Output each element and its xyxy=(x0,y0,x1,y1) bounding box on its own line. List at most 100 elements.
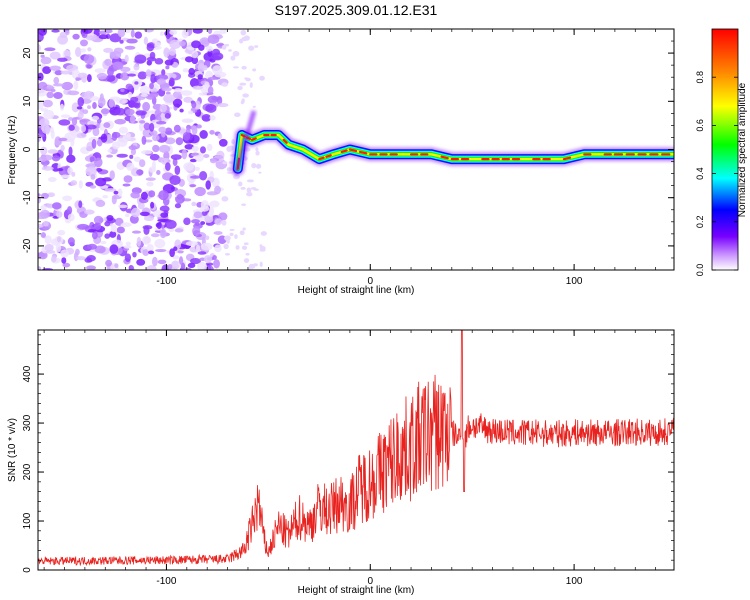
noise-speckle xyxy=(54,136,62,146)
noise-speckle xyxy=(87,258,93,263)
noise-speckle xyxy=(246,187,252,193)
noise-speckle xyxy=(174,88,183,93)
noise-speckle xyxy=(72,33,80,40)
noise-speckle xyxy=(51,255,57,263)
noise-speckle xyxy=(66,154,76,163)
noise-speckle xyxy=(125,241,131,246)
noise-speckle xyxy=(192,226,201,236)
noise-speckle xyxy=(47,149,59,154)
noise-speckle xyxy=(109,170,115,180)
noise-speckle xyxy=(157,218,170,223)
noise-speckle xyxy=(152,256,158,267)
noise-speckle xyxy=(173,124,181,133)
noise-speckle xyxy=(95,177,107,187)
noise-speckle xyxy=(142,249,150,256)
noise-speckle xyxy=(174,203,182,209)
colorbar-label: Normalized spectral amplitude xyxy=(737,82,748,217)
noise-speckle xyxy=(214,218,223,226)
noise-speckle xyxy=(76,256,86,261)
noise-speckle xyxy=(71,171,76,177)
noise-speckle xyxy=(114,107,126,116)
noise-speckle xyxy=(259,75,265,81)
noise-speckle xyxy=(232,66,239,69)
noise-speckle xyxy=(99,93,104,102)
noise-speckle xyxy=(145,69,152,77)
ridge-core xyxy=(562,156,572,161)
noise-speckle xyxy=(152,144,160,153)
noise-speckle xyxy=(197,251,207,255)
noise-speckle xyxy=(191,125,198,135)
noise-speckle xyxy=(57,229,66,236)
noise-speckle xyxy=(38,223,44,228)
noise-speckle xyxy=(49,65,61,71)
spectrogram-y-tick-label: -10 xyxy=(22,190,33,205)
noise-speckle xyxy=(38,197,41,204)
noise-speckle xyxy=(92,101,97,110)
noise-speckle xyxy=(190,175,202,179)
noise-speckle xyxy=(175,137,184,146)
noise-speckle xyxy=(38,29,48,36)
noise-speckle xyxy=(130,29,135,38)
noise-speckle xyxy=(111,131,121,139)
noise-speckle xyxy=(230,55,236,61)
noise-speckle xyxy=(107,149,113,153)
noise-speckle xyxy=(134,31,143,39)
noise-speckle xyxy=(243,258,250,263)
noise-speckle xyxy=(222,161,228,165)
noise-speckle xyxy=(194,186,206,197)
noise-speckle xyxy=(214,185,221,195)
noise-speckle xyxy=(165,65,170,70)
noise-speckle xyxy=(109,231,117,238)
noise-speckle xyxy=(114,118,127,125)
noise-speckle xyxy=(193,211,203,219)
noise-speckle xyxy=(116,226,125,234)
noise-speckle xyxy=(148,166,156,173)
noise-speckle xyxy=(148,190,156,198)
noise-speckle xyxy=(89,156,95,162)
noise-speckle xyxy=(154,238,166,249)
noise-speckle xyxy=(84,209,95,215)
noise-speckle xyxy=(218,212,228,221)
noise-speckle xyxy=(105,259,112,267)
noise-speckle xyxy=(80,48,87,53)
noise-speckle xyxy=(77,223,89,230)
noise-speckle xyxy=(86,265,97,270)
noise-speckle xyxy=(68,124,75,131)
noise-speckle xyxy=(80,124,87,133)
noise-speckle xyxy=(191,40,201,49)
noise-speckle xyxy=(98,30,108,35)
noise-speckle xyxy=(60,114,71,119)
noise-speckle xyxy=(241,203,247,206)
colorbar-tick-label: 0.0 xyxy=(695,264,705,277)
noise-speckle xyxy=(140,93,149,97)
noise-speckle xyxy=(118,204,128,209)
noise-speckle xyxy=(113,190,119,195)
noise-speckle xyxy=(200,242,213,251)
noise-speckle xyxy=(172,255,180,260)
noise-speckle xyxy=(100,108,110,115)
ridge-core xyxy=(340,149,348,154)
noise-speckle xyxy=(214,244,222,253)
noise-speckle xyxy=(228,49,232,52)
noise-speckle xyxy=(129,102,140,108)
noise-speckle xyxy=(250,187,257,190)
noise-speckle xyxy=(246,191,253,197)
noise-speckle xyxy=(78,180,83,189)
noise-speckle xyxy=(191,101,197,109)
noise-speckle xyxy=(229,232,234,237)
noise-speckle xyxy=(54,236,64,245)
noise-speckle xyxy=(189,158,197,163)
noise-speckle xyxy=(217,103,229,108)
noise-speckle xyxy=(240,186,246,190)
noise-speckle xyxy=(46,91,54,99)
noise-speckle xyxy=(95,199,106,208)
noise-speckle xyxy=(124,253,132,263)
noise-speckle xyxy=(83,54,95,64)
ridge-core xyxy=(250,137,257,141)
noise-speckle xyxy=(68,146,73,156)
noise-speckle xyxy=(158,126,167,133)
noise-speckle xyxy=(155,121,167,125)
noise-speckle xyxy=(188,110,194,115)
colorbar-ticks: 0.0 0.2 0.4 0.6 0.8 xyxy=(695,71,738,276)
noise-speckle xyxy=(71,117,78,126)
